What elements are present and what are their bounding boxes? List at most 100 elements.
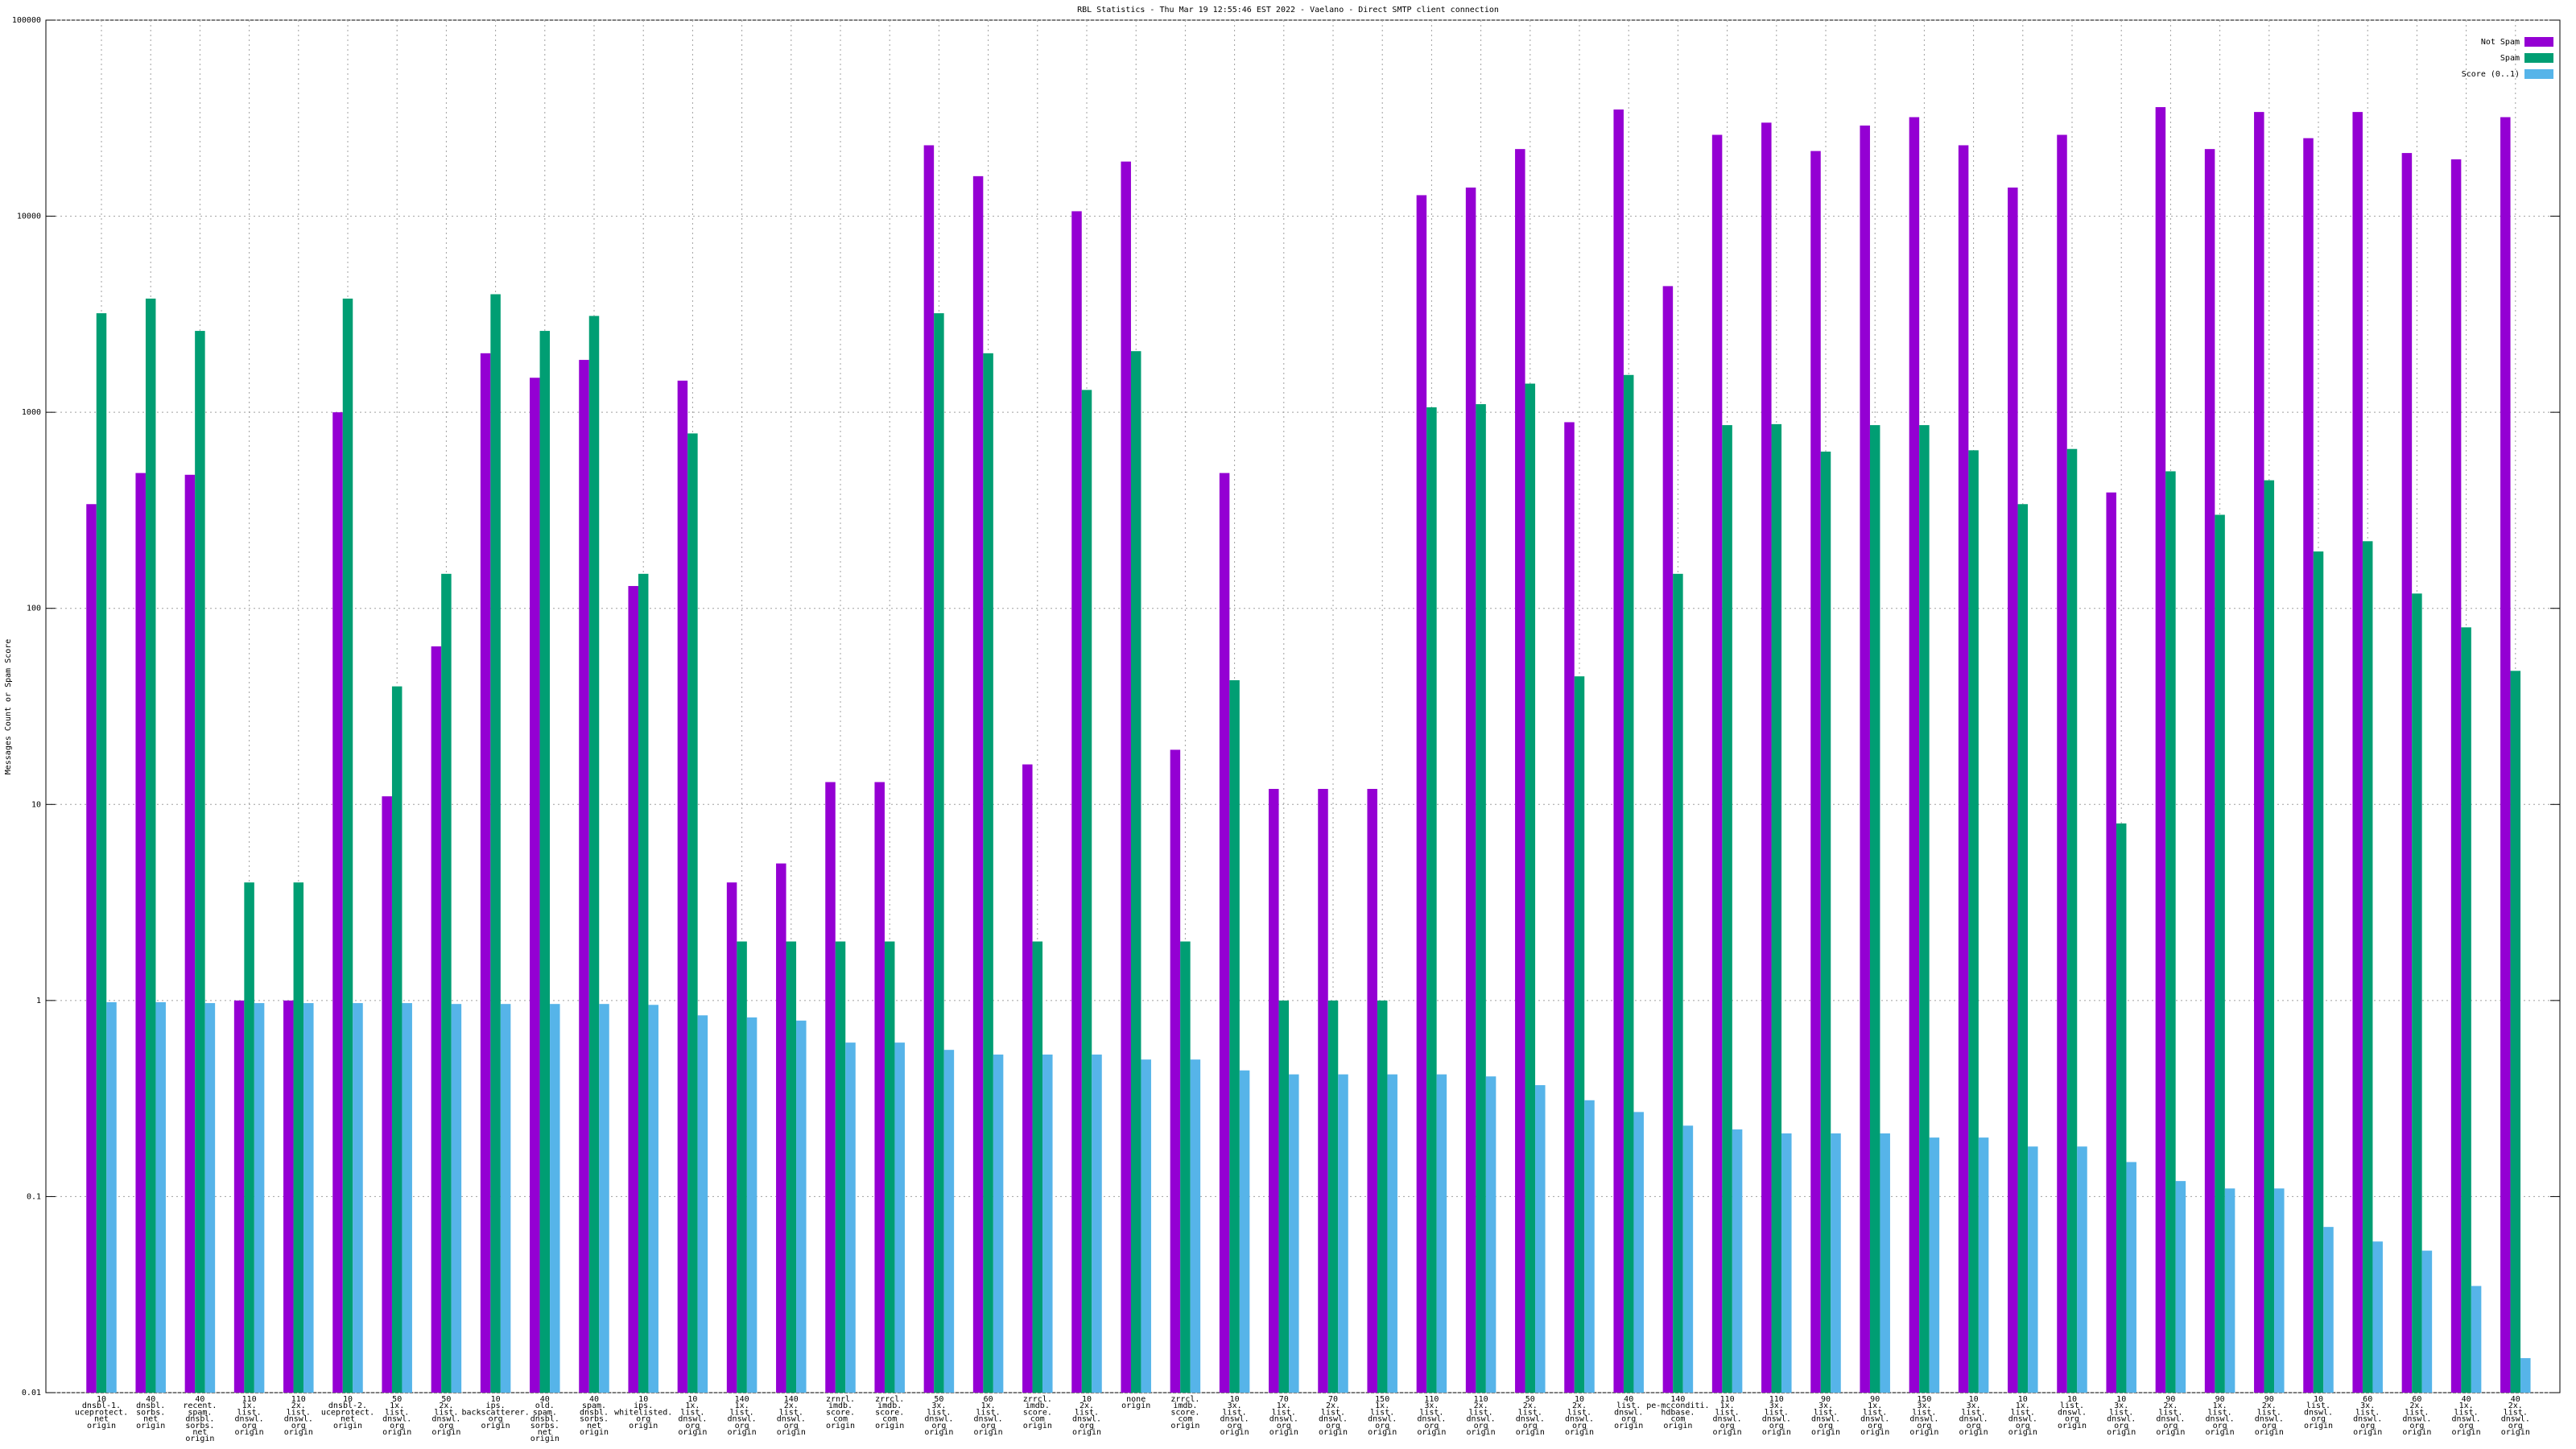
bar [353,1003,363,1393]
y-tick-label: 0.1 [27,1192,41,1201]
x-tick-label-line: 90 [2264,1395,2274,1404]
x-tick-label-line: origin [924,1428,953,1437]
bar [441,573,452,1393]
x-tick-label-line: score. [826,1408,855,1417]
x-tick-label-line: origin [974,1428,1003,1437]
x-tick-label: 110 3x. list. dnswl. org origin [1417,1395,1446,1437]
x-tick-label: 40 old. spam. dnsbl. sorbs. net origin [530,1395,559,1443]
bar [550,1004,560,1393]
legend-swatch [2524,69,2553,79]
x-tick-label-line: list. [2405,1408,2429,1417]
bar [588,316,600,1393]
x-tick-label-line: dnswl. [1220,1415,1249,1424]
x-tick-label-line: list. [1272,1408,1296,1417]
x-tick-label-line: 2x. [2409,1402,2424,1410]
x-tick-label-line: 40 [540,1395,550,1404]
x-tick-label-line: sorbs. [530,1422,559,1430]
x-tick-label-line: origin [2156,1428,2185,1437]
x-tick-label-line: recent. [183,1402,217,1410]
x-tick-label-line: 140 [735,1395,749,1404]
x-tick-label-line: origin [1860,1428,1889,1437]
x-tick-label: none origin [1121,1395,1150,1410]
x-tick-label-line: origin [2008,1428,2037,1437]
x-tick-label-line: 10 [638,1395,648,1404]
x-tick-label: 60 2x. list. dnswl. org origin [2402,1395,2431,1437]
bar [539,331,551,1393]
bar [96,313,107,1393]
x-tick-label-line: list. [680,1408,704,1417]
x-tick-label-line: 140 [1670,1395,1685,1404]
bar [2510,671,2521,1393]
x-tick-label-line: zrnrl. [826,1395,855,1404]
x-tick-label-line: dnsbl. [136,1402,165,1410]
x-tick-label-line: origin [1565,1428,1594,1437]
x-tick-label-line: dnswl. [1417,1415,1446,1424]
x-tick-label-line: 10 [1082,1395,1092,1404]
bar [2323,1227,2334,1393]
x-tick-label-line: 60 [984,1395,993,1404]
bar [1968,450,1979,1393]
bar [2303,138,2314,1393]
x-tick-label-line: origin [530,1435,559,1443]
x-tick-label: 10 list. dnswl. org origin [2058,1395,2087,1430]
x-tick-label-line: list. [2060,1402,2084,1410]
bar [451,1004,462,1393]
x-tick-label: 10 3x. list. dnswl. org origin [1959,1395,1988,1437]
bar [2116,823,2127,1393]
y-tick-label: 100000 [12,16,41,25]
x-tick-label-line: list. [1814,1408,1838,1417]
x-tick-label-line: org [1375,1422,1389,1430]
bar [1289,1074,1299,1393]
x-tick-label-line: ips. [486,1402,506,1410]
x-tick-label-line: origin [777,1428,806,1437]
bar [2520,1358,2531,1393]
bar [283,1000,294,1393]
x-tick-label-line: 40 [2462,1395,2471,1404]
bar [204,1003,216,1393]
bar [1130,351,1141,1393]
bar [1860,125,1870,1393]
bar [993,1055,1004,1393]
x-tick-label-line: list. [1715,1408,1740,1417]
bar [2204,149,2215,1393]
x-tick-label-line: org [1424,1422,1439,1430]
bar [1820,452,1831,1393]
x-tick-label-line: 2x. [1326,1402,1340,1410]
x-tick-label: zrrcl. imdb. score. com origin [875,1395,904,1430]
bar [1515,149,1525,1393]
x-tick-label-line: origin [2206,1428,2235,1437]
x-tick-label-line: dnswl. [1959,1415,1988,1424]
x-tick-label-line: origin [2304,1422,2333,1430]
bar [2264,480,2275,1393]
bar [2028,1146,2038,1393]
x-tick-label: 40 spam. dnsbl. sorbs. net origin [580,1395,609,1437]
x-tick-label-line: 40 [195,1395,204,1404]
x-tick-label-line: origin [136,1422,165,1430]
x-tick-label-line: 1x. [1277,1402,1291,1410]
x-tick-label-line: 2x. [784,1402,799,1410]
legend-label: Score (0..1) [2462,70,2520,79]
bar [1338,1074,1348,1393]
bar [391,686,402,1393]
bar [402,1003,412,1393]
x-tick-label-line: zrrcl. [875,1395,904,1404]
bar [2450,159,2462,1393]
bar [303,1003,314,1393]
x-tick-label-line: 10 [2314,1395,2323,1404]
x-tick-label-line: whitelisted. [614,1408,672,1417]
bar [628,585,638,1393]
x-tick-label: 10 3x. list. dnswl. org origin [2107,1395,2136,1437]
x-tick-label-line: 110 [1720,1395,1735,1404]
bar [2412,593,2422,1393]
x-tick-label-line: dnswl. [284,1415,313,1424]
bar [1722,425,1732,1393]
bar [1574,676,1585,1393]
bar [2372,1241,2383,1393]
x-tick-label-line: ips. [634,1402,653,1410]
x-tick-label-line: dnswl. [2353,1415,2382,1424]
bar [687,433,698,1393]
x-tick-label-line: origin [728,1428,757,1437]
y-tick-label: 100 [27,605,41,613]
legend-swatch [2524,53,2553,63]
x-tick-label-line: list. [2109,1408,2133,1417]
